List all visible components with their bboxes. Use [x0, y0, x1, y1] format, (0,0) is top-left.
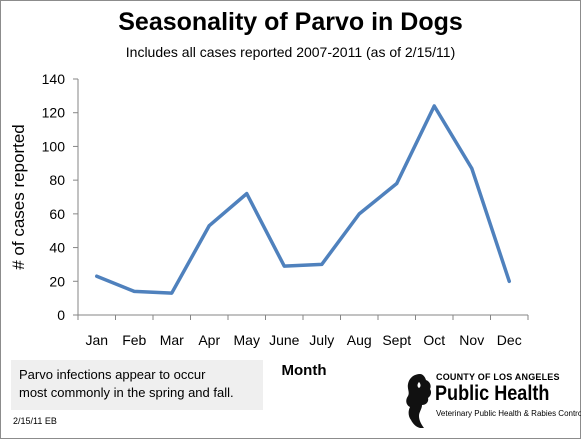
series-line: [95, 104, 511, 295]
data-point: [95, 274, 99, 278]
x-tick-label: Aug: [347, 332, 372, 348]
dog-silhouette-icon: [406, 374, 432, 428]
x-tick-label: Nov: [459, 332, 484, 348]
x-tick-label: Sept: [382, 332, 411, 348]
data-point: [395, 182, 399, 186]
y-tick-label: 40: [49, 240, 65, 256]
x-axis-label: Month: [282, 362, 327, 379]
y-tick-label: 60: [49, 206, 65, 222]
chart-title: Seasonality of Parvo in Dogs: [118, 8, 463, 36]
logo-public-health-text: Public Health: [435, 382, 550, 405]
x-tick-label: May: [234, 332, 260, 348]
data-point: [282, 264, 286, 268]
y-tick-label: 120: [42, 105, 66, 121]
logo-division-text: Veterinary Public Health & Rabies Contro…: [436, 409, 581, 418]
footer-date: 2/15/11 EB: [13, 416, 57, 426]
data-point: [207, 224, 211, 228]
y-tick-label: 140: [42, 71, 66, 87]
logo-county-text: COUNTY OF LOS ANGELES: [436, 372, 560, 382]
y-axis-label: # of cases reported: [9, 124, 28, 270]
data-point: [357, 212, 361, 216]
data-point: [132, 289, 136, 293]
x-tick-label: Mar: [160, 332, 184, 348]
public-health-logo: COUNTY OF LOS ANGELES Public Health Vete…: [402, 372, 581, 430]
data-point: [245, 192, 249, 196]
x-tick-label: Oct: [423, 332, 445, 348]
annotation-line-1: Parvo infections appear to occur: [19, 367, 206, 382]
y-tick-label: 80: [49, 172, 65, 188]
data-point: [170, 291, 174, 295]
chart-subtitle: Includes all cases reported 2007-2011 (a…: [125, 44, 456, 60]
data-point: [320, 262, 324, 266]
x-tick-label: June: [269, 332, 300, 348]
x-tick-label: Apr: [198, 332, 220, 348]
y-tick-label: 0: [57, 307, 65, 323]
annotation-line-2: most commonly in the spring and fall.: [19, 385, 234, 400]
x-tick-label: Jan: [85, 332, 108, 348]
annotation-box: Parvo infections appear to occur most co…: [11, 360, 263, 410]
x-tick-label: Feb: [122, 332, 146, 348]
y-tick-label: 20: [49, 273, 65, 289]
data-point: [432, 104, 436, 108]
data-point: [470, 166, 474, 170]
x-tick-label: Dec: [497, 332, 522, 348]
x-tick-label: July: [309, 332, 334, 348]
data-point: [507, 279, 511, 283]
y-tick-label: 100: [42, 138, 66, 154]
